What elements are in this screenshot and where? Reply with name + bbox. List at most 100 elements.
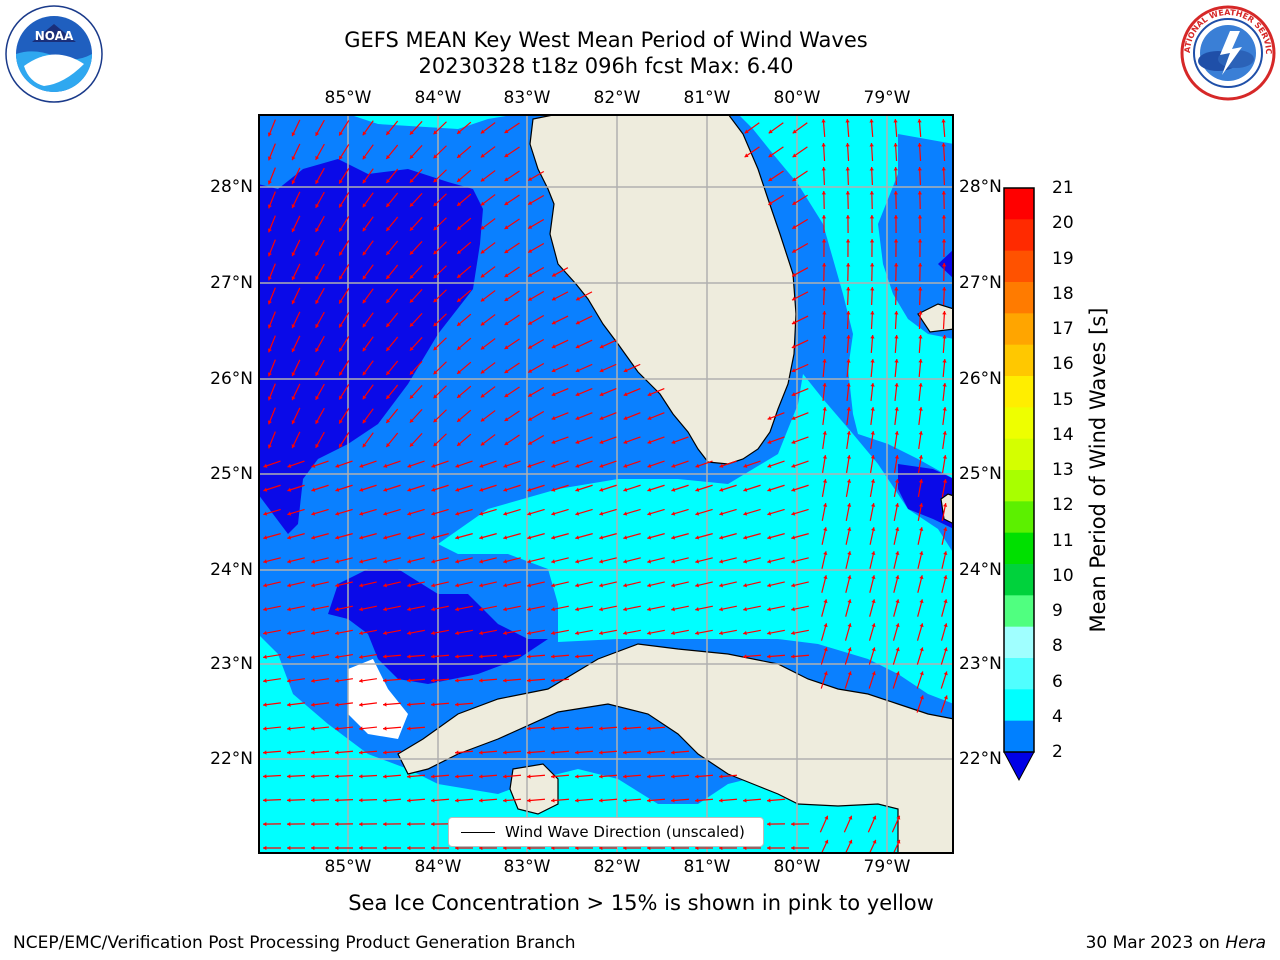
wind-wave-arrowhead xyxy=(528,248,533,253)
wind-wave-arrowhead xyxy=(824,839,829,844)
wind-wave-arrowhead xyxy=(791,320,796,325)
wind-wave-arrowhead xyxy=(267,276,272,281)
wind-wave-arrowhead xyxy=(671,630,675,636)
wind-wave-arrowhead xyxy=(671,583,676,588)
wind-wave-arrowhead xyxy=(409,394,414,399)
colorbar-outline xyxy=(1003,187,1035,753)
lon-label-bottom: 83°W xyxy=(503,857,551,877)
wind-wave-arrowhead xyxy=(359,607,363,612)
wind-wave-arrowhead xyxy=(919,671,924,676)
wind-wave-arrowhead xyxy=(551,798,555,803)
wind-wave-arrowhead xyxy=(767,607,771,612)
wind-wave-arrowhead xyxy=(623,392,628,397)
wind-wave-arrowhead xyxy=(335,726,339,731)
wind-wave-arrowhead xyxy=(821,143,826,147)
wind-wave-arrows xyxy=(262,118,948,854)
wind-wave-map xyxy=(258,114,954,854)
wind-wave-arrowhead xyxy=(291,156,296,161)
wind-wave-arrowhead xyxy=(647,511,652,516)
wind-wave-arrowhead xyxy=(599,607,603,612)
wind-wave-arrowhead xyxy=(941,263,947,267)
wind-wave-arrowhead xyxy=(869,119,874,123)
wind-wave-arrowhead xyxy=(455,559,460,564)
wind-wave-arrowhead xyxy=(551,726,555,731)
wind-wave-arrowhead xyxy=(941,215,947,219)
wind-wave-arrowhead xyxy=(575,583,580,588)
wind-wave-arrowhead xyxy=(359,845,363,851)
lat-label-left: 24°N xyxy=(210,560,253,580)
wind-wave-arrowhead xyxy=(433,298,438,303)
wind-wave-arrowhead xyxy=(822,359,827,363)
wind-wave-arrowhead xyxy=(551,320,556,325)
wind-wave-arrowhead xyxy=(455,798,459,803)
wind-wave-arrowhead xyxy=(339,323,343,328)
wind-wave-arrowhead xyxy=(719,559,724,564)
wind-wave-arrowhead xyxy=(455,630,459,636)
wind-wave-arrowhead xyxy=(551,607,555,612)
wind-wave-arrowhead xyxy=(362,443,367,448)
wind-wave-arrowhead xyxy=(263,702,267,707)
wind-wave-arrowhead xyxy=(263,678,267,683)
wind-wave-arrowhead xyxy=(479,487,484,492)
sea-ice-note: Sea Ice Concentration > 15% is shown in … xyxy=(348,891,934,915)
wind-wave-arrowhead xyxy=(409,418,414,423)
wind-wave-arrowhead xyxy=(792,153,797,158)
wind-wave-arrowhead xyxy=(528,392,533,397)
wind-wave-arrowhead xyxy=(409,346,414,351)
colorbar-cell xyxy=(1004,595,1034,628)
wind-wave-arrowhead xyxy=(647,630,651,636)
wind-wave-arrowhead xyxy=(527,511,532,516)
wind-wave-arrowhead xyxy=(671,607,675,612)
wind-wave-arrowhead xyxy=(457,298,462,302)
chart-subtitle: 20230328 t18z 096h fcst Max: 6.40 xyxy=(418,54,794,78)
wind-wave-arrowhead xyxy=(791,583,796,588)
wind-wave-arrowhead xyxy=(528,320,533,325)
wind-wave-arrowhead xyxy=(504,249,509,253)
wind-wave-arrowhead xyxy=(942,503,948,507)
wind-wave-arrowhead xyxy=(335,463,340,468)
wind-wave-arrowhead xyxy=(527,559,532,564)
wind-wave-arrowhead xyxy=(431,821,435,827)
wind-wave-arrowhead xyxy=(527,583,532,588)
wind-wave-arrowhead xyxy=(599,344,604,349)
wind-wave-arrowhead xyxy=(767,439,772,444)
wind-wave-arrowhead xyxy=(383,559,388,564)
wind-wave-arrowhead xyxy=(263,511,268,516)
wind-wave-arrowhead xyxy=(941,191,946,195)
wind-wave-arrowhead xyxy=(335,798,339,803)
wind-wave-arrowhead xyxy=(315,371,320,376)
wind-wave-arrowhead xyxy=(479,774,483,779)
wind-wave-arrowhead xyxy=(431,845,435,851)
wind-wave-arrowhead xyxy=(943,551,948,556)
wind-wave-arrowhead xyxy=(386,179,391,183)
wind-wave-arrowhead xyxy=(504,153,509,157)
wind-wave-arrowhead xyxy=(894,287,899,291)
wind-wave-arrowhead xyxy=(504,393,509,397)
wind-wave-arrowhead xyxy=(433,274,438,279)
wind-wave-arrowhead xyxy=(893,167,898,171)
wind-wave-arrowhead xyxy=(917,167,922,171)
wind-wave-arrowhead xyxy=(527,607,531,612)
wind-wave-arrowhead xyxy=(871,647,876,652)
wind-wave-arrowhead xyxy=(623,607,627,612)
wind-wave-arrowhead xyxy=(767,511,772,516)
wind-wave-arrowhead xyxy=(339,251,343,256)
wind-wave-arrowhead xyxy=(792,201,797,205)
wind-wave-arrowhead xyxy=(431,654,435,659)
wind-wave-arrowhead xyxy=(311,798,315,803)
colorbar-tick-label: 13 xyxy=(1052,460,1074,480)
wind-wave-arrowhead xyxy=(263,535,268,540)
wind-wave-arrowhead xyxy=(407,678,411,683)
lat-label-left: 26°N xyxy=(210,369,253,389)
wind-wave-arrowhead xyxy=(409,322,414,327)
wind-wave-arrowhead xyxy=(267,156,272,161)
wind-wave-arrowhead xyxy=(822,479,828,483)
wind-wave-arrowhead xyxy=(942,311,947,315)
wind-wave-arrowhead xyxy=(847,551,852,556)
wind-wave-arrowhead xyxy=(383,487,388,492)
wind-wave-arrowhead xyxy=(455,463,460,468)
wind-wave-arrowhead xyxy=(409,226,414,231)
wind-wave-arrowhead xyxy=(457,442,462,446)
wind-wave-arrowhead xyxy=(291,348,296,353)
wind-wave-arrowhead xyxy=(823,647,828,652)
